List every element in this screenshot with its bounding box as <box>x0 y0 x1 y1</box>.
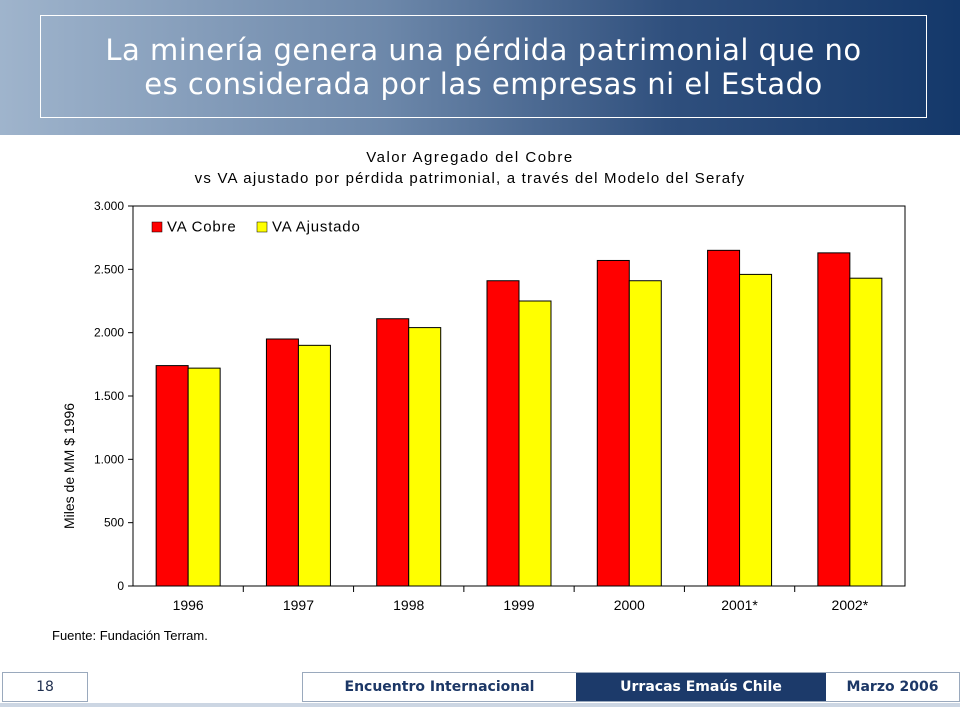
y-axis: 0 500 1.000 1.500 2.000 2.500 3.000 <box>94 199 133 593</box>
x-tick-label: 1997 <box>283 597 314 613</box>
legend-label: VA Ajustado <box>272 219 361 236</box>
x-tick-label: 2000 <box>614 597 645 613</box>
bar-va-cobre-2001 <box>707 249 741 587</box>
y-tick-label: 2.500 <box>94 262 124 276</box>
footer-organization: Urracas Emaús Chile <box>576 673 826 701</box>
bar-va-ajustado-1999 <box>518 300 552 587</box>
bar-va-ajustado-2000 <box>628 280 662 587</box>
bar-va-cobre-1996 <box>155 365 189 587</box>
title-box: La minería genera una pérdida patrimonia… <box>40 15 927 118</box>
chart-title: Valor Agregado del Cobre <box>366 149 574 166</box>
footer-event: Encuentro Internacional <box>303 673 576 701</box>
chart-subtitle: vs VA ajustado por pérdida patrimonial, … <box>195 170 746 187</box>
bar-va-ajustado-2001 <box>739 273 773 587</box>
x-tick-label: 2002* <box>832 597 869 613</box>
footer-bar: Encuentro Internacional Urracas Emaús Ch… <box>302 672 960 702</box>
x-tick-label: 1998 <box>393 597 424 613</box>
slide-title: La minería genera una pérdida patrimonia… <box>105 32 862 101</box>
bar-va-ajustado-1998 <box>408 327 442 587</box>
legend: VA Cobre VA Ajustado <box>151 219 361 236</box>
source-note: Fuente: Fundación Terram. <box>52 628 208 643</box>
legend-label: VA Cobre <box>167 219 237 236</box>
y-tick-label: 2.000 <box>94 326 124 340</box>
legend-swatch <box>256 221 268 233</box>
bar-va-cobre-1999 <box>486 280 520 587</box>
bar-va-cobre-2000 <box>596 259 630 587</box>
footer-date: Marzo 2006 <box>826 673 959 701</box>
bar-va-cobre-1997 <box>265 338 299 587</box>
bar-va-cobre-1998 <box>376 318 410 587</box>
bar-va-ajustado-2002 <box>849 277 883 587</box>
y-tick-label: 1.500 <box>94 389 124 403</box>
y-tick-label: 0 <box>117 579 124 593</box>
page-number: 18 <box>2 672 88 702</box>
slide-header: La minería genera una pérdida patrimonia… <box>0 0 960 135</box>
bar-va-ajustado-1996 <box>187 367 221 587</box>
bar-va-ajustado-1997 <box>297 344 331 587</box>
y-tick-label: 500 <box>104 516 124 530</box>
bar-chart: Valor Agregado del Cobre vs VA ajustado … <box>52 149 906 643</box>
x-tick-label: 1996 <box>173 597 204 613</box>
y-tick-label: 3.000 <box>94 199 124 213</box>
x-axis: 1996 1997 1998 1999 2000 2001* 2002* <box>173 586 869 613</box>
y-axis-label: Miles de MM $ 1996 <box>61 403 77 529</box>
bar-va-cobre-2002 <box>817 252 851 587</box>
legend-swatch <box>151 221 163 233</box>
footer-divider <box>0 703 960 707</box>
x-tick-label: 1999 <box>503 597 534 613</box>
y-tick-label: 1.000 <box>94 452 124 466</box>
x-tick-label: 2001* <box>721 597 758 613</box>
bars <box>155 249 883 587</box>
